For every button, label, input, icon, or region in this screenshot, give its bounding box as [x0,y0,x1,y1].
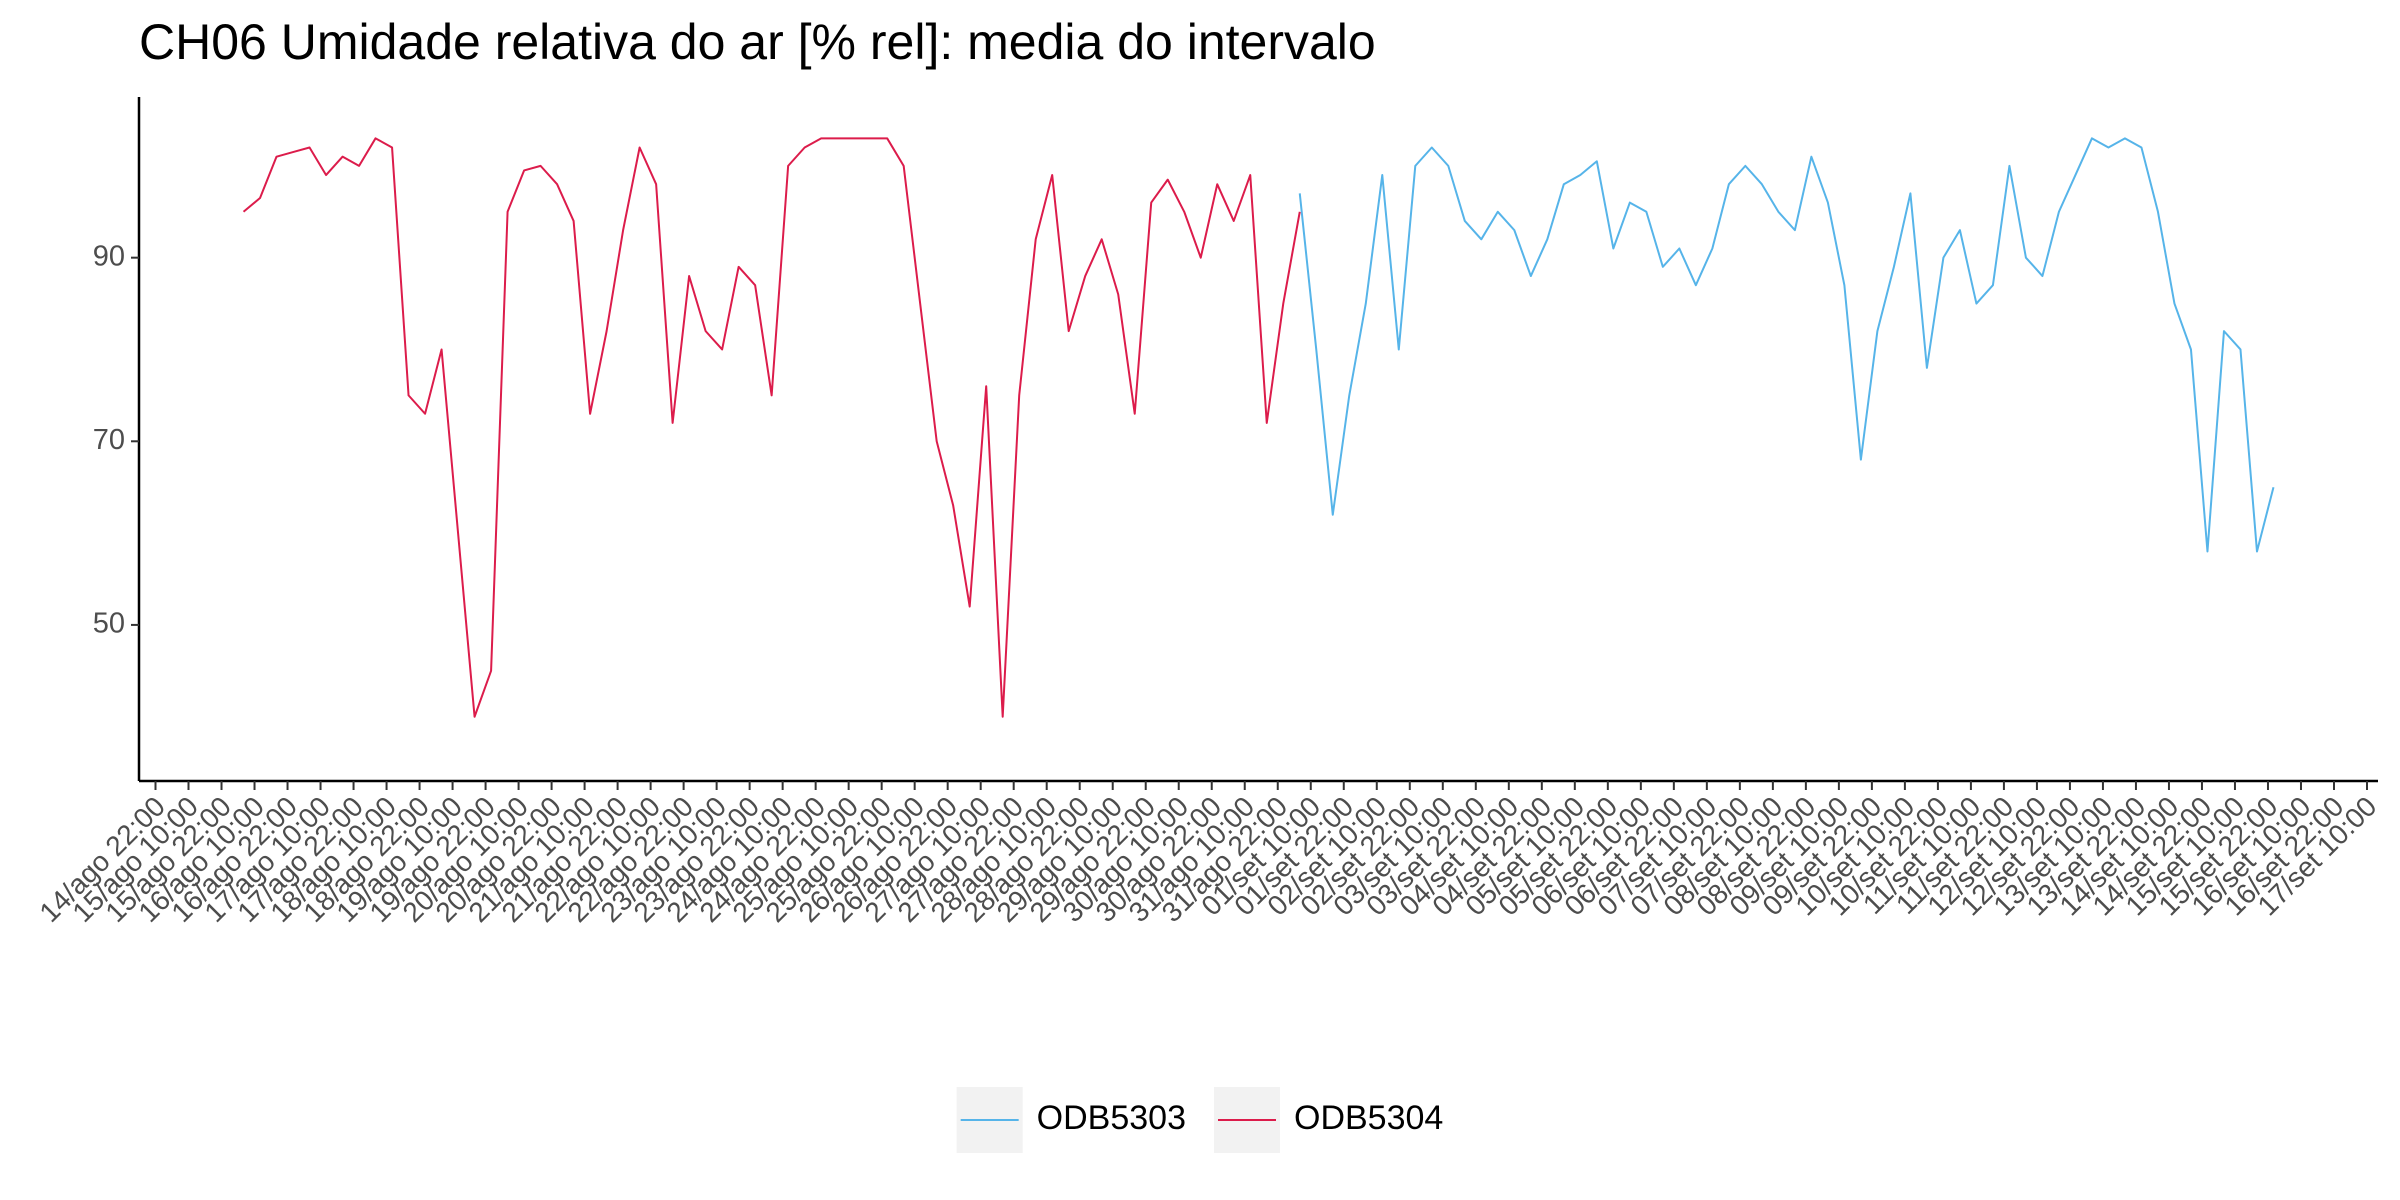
legend-label: ODB5303 [1037,1099,1186,1137]
y-tick-label: 70 [93,424,125,456]
legend-label: ODB5304 [1294,1099,1443,1137]
data-line [1298,137,2275,553]
legend: ODB5303 ODB5304 [956,1087,1443,1153]
y-tick-label: 90 [93,240,125,272]
data-line [242,137,1301,718]
y-tick-label: 50 [93,608,125,640]
chart-title: CH06 Umidade relativa do ar [% rel]: med… [139,14,1376,70]
